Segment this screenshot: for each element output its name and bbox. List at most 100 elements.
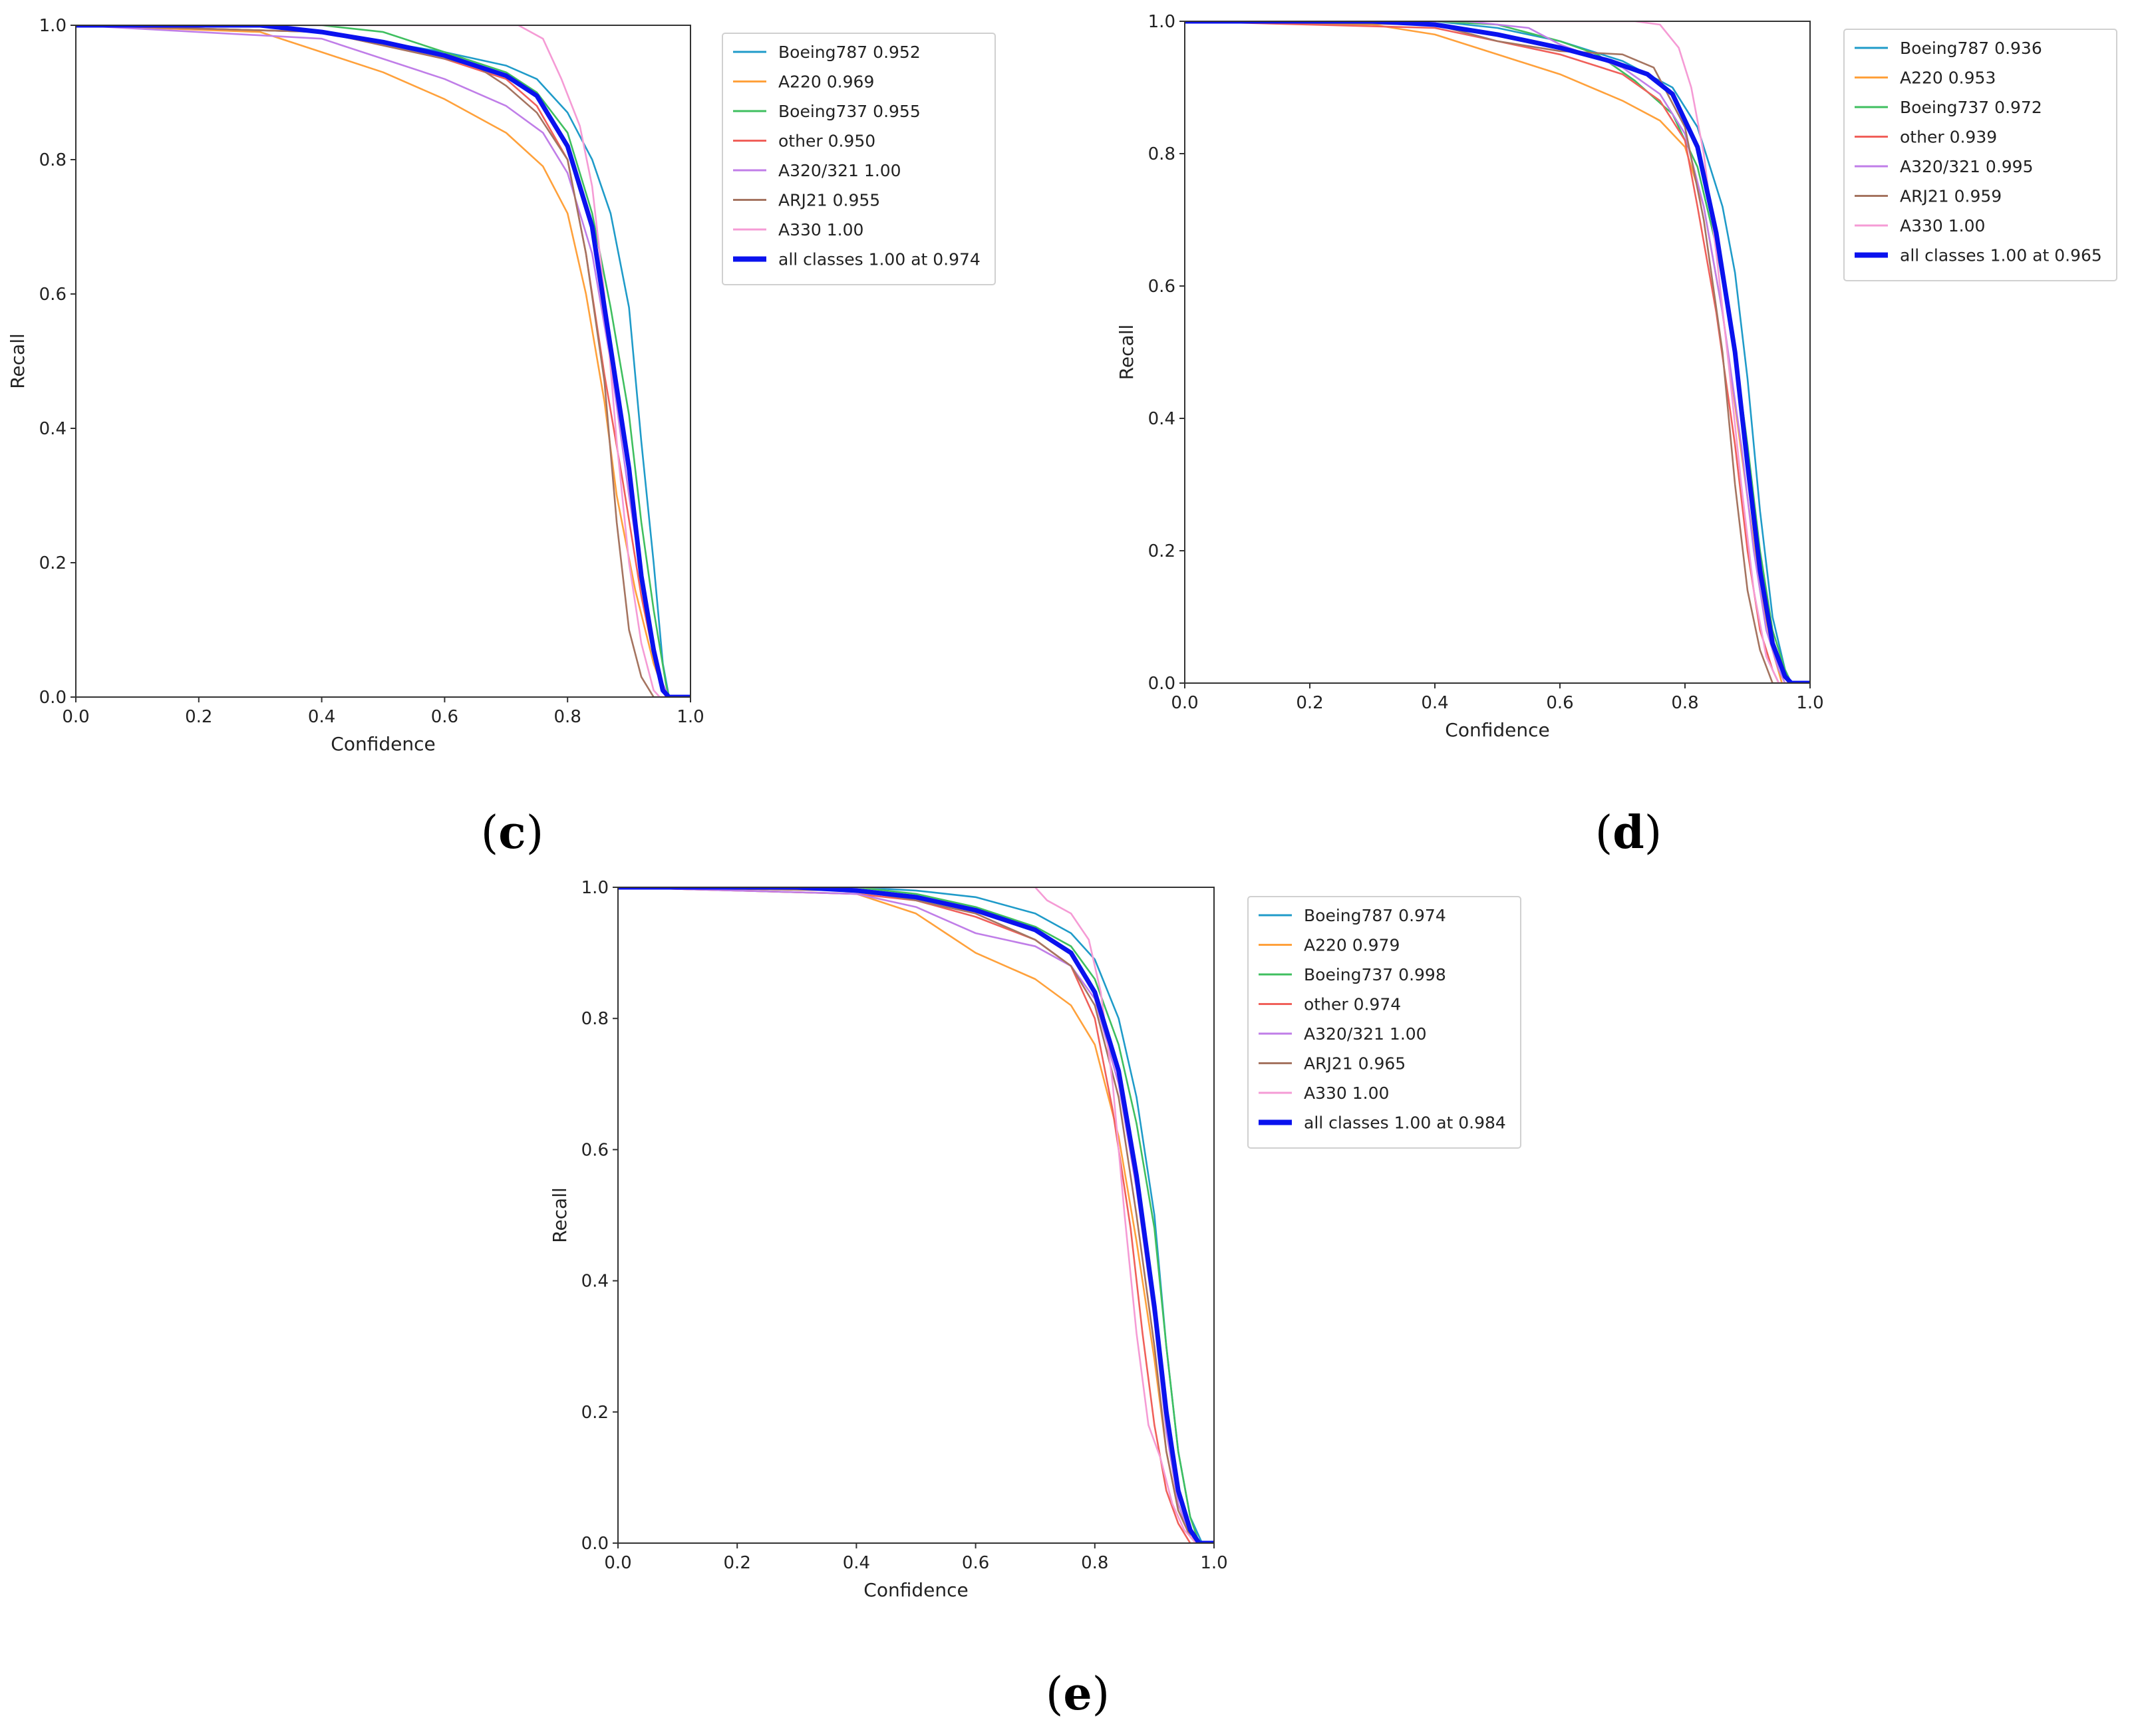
series-line-boeing737 — [76, 25, 690, 697]
legend: Boeing787 0.936 A220 0.953 Boeing737 0.972… — [1843, 29, 2117, 281]
legend-spacer — [1985, 246, 1990, 265]
plot-frame — [75, 25, 691, 698]
series-line-a330 — [618, 887, 1214, 1543]
legend-entry: all classes 1.00 at 0.984 — [1304, 1113, 1506, 1133]
series-line-all-classes — [618, 887, 1214, 1543]
legend-entry: other 0.950 — [778, 132, 875, 151]
legend: Boeing787 0.974 A220 0.979 Boeing737 0.998… — [1247, 896, 1521, 1149]
series-line-other — [1185, 21, 1810, 683]
legend-box — [1843, 29, 2117, 281]
panel-label-close-paren: ) — [526, 807, 544, 859]
series-line-a320-321 — [1185, 21, 1810, 683]
series-line-boeing737 — [1185, 21, 1810, 683]
legend-spacer — [1393, 906, 1398, 925]
legend-box — [722, 33, 996, 285]
panel-label-open-paren: ( — [1046, 1668, 1064, 1721]
legend-entry: ARJ21 0.959 — [1900, 187, 2002, 206]
series-line-arj21 — [76, 25, 690, 697]
legend-entry: all classes 1.00 at 0.974 — [778, 250, 981, 269]
series-line-other — [618, 887, 1214, 1543]
legend-entry: A320/321 1.00 — [1304, 1024, 1427, 1044]
y-tick-label: 0.4 — [581, 1272, 609, 1292]
legend-series-name: A320/321 — [1304, 1024, 1384, 1044]
legend-spacer — [1389, 1113, 1394, 1133]
y-tick-label: 0.6 — [581, 1140, 609, 1160]
x-tick-label: 1.0 — [1796, 693, 1823, 713]
x-tick-label: 0.4 — [308, 707, 335, 727]
panel-label-letter: d — [1612, 806, 1644, 859]
y-tick-label: 1.0 — [581, 878, 609, 898]
x-tick-label: 0.0 — [604, 1553, 631, 1573]
y-tick-label: 0.2 — [39, 553, 67, 573]
legend-spacer — [1989, 39, 1994, 58]
panel-label: (d) — [1595, 806, 1662, 859]
legend-box — [1247, 896, 1521, 1149]
legend-spacer — [867, 43, 873, 62]
y-tick-label: 1.0 — [1148, 12, 1175, 32]
panel-label: (e) — [1046, 1667, 1110, 1721]
x-tick-label: 0.8 — [1671, 693, 1698, 713]
legend-series-name: A220 — [778, 72, 822, 92]
legend-series-value: 1.00 — [1390, 1024, 1427, 1044]
legend-series-value: 0.979 — [1352, 936, 1400, 955]
series-line-arj21 — [1185, 21, 1810, 683]
legend-entry: A320/321 1.00 — [778, 161, 901, 180]
legend-series-name: ARJ21 — [778, 191, 828, 210]
legend-entry: all classes 1.00 at 0.965 — [1900, 246, 2102, 265]
series-line-all-classes — [76, 25, 690, 697]
legend-series-name: A220 — [1900, 69, 1943, 88]
panel-label-close-paren: ) — [1644, 807, 1662, 859]
legend-spacer — [1347, 1084, 1352, 1103]
legend-series-name: Boeing787 — [778, 43, 867, 62]
legend-entry: Boeing787 0.936 — [1900, 39, 2042, 58]
legend-spacer — [867, 102, 873, 121]
series-line-a220 — [76, 25, 690, 697]
legend-series-name: Boeing737 — [778, 102, 867, 121]
panel-label-letter: e — [1063, 1667, 1092, 1721]
legend-entry: other 0.974 — [1304, 995, 1401, 1014]
x-tick-label: 0.2 — [1296, 693, 1323, 713]
legend-series-value: 0.955 — [873, 102, 921, 121]
legend-series-name: ARJ21 — [1900, 187, 1949, 206]
y-tick-label: 0.0 — [1148, 674, 1175, 694]
panel-label-open-paren: ( — [481, 807, 499, 859]
legend-spacer — [859, 161, 864, 180]
legend-spacer — [863, 250, 869, 269]
legend-spacer — [828, 191, 833, 210]
legend-spacer — [1943, 69, 1948, 88]
legend-spacer — [822, 72, 827, 92]
plot-frame — [617, 887, 1215, 1544]
series-line-a220 — [1185, 21, 1810, 683]
y-tick-label: 0.2 — [1148, 541, 1175, 561]
legend-series-value: 0.950 — [828, 132, 876, 151]
x-tick-label: 0.6 — [1546, 693, 1573, 713]
y-axis-title: Recall — [549, 1187, 571, 1243]
legend-series-name: Boeing737 — [1304, 965, 1393, 984]
legend-entry: A220 0.953 — [1900, 69, 1996, 88]
series-line-a330 — [1185, 21, 1810, 683]
x-tick-label: 0.4 — [843, 1553, 870, 1573]
legend-entry: Boeing787 0.974 — [1304, 906, 1446, 925]
legend-series-name: other — [1304, 995, 1348, 1014]
chart-panel-e: 0.0 0.2 0.4 0.6 0.8 1.0 0.0 0.2 0.4 0.6 0.8 1.0 Conf… — [549, 878, 1521, 1721]
x-tick-label: 0.2 — [724, 1553, 751, 1573]
x-axis-title: Confidence — [863, 1579, 968, 1601]
legend-series-name: A330 — [1304, 1084, 1347, 1103]
legend-series-name: ARJ21 — [1304, 1054, 1353, 1074]
legend-entry: A330 1.00 — [778, 220, 863, 239]
y-axis-title: Recall — [7, 333, 29, 389]
legend-series-name: other — [1900, 128, 1944, 147]
legend-series-value: 0.936 — [1994, 39, 2042, 58]
series-line-boeing737 — [618, 887, 1214, 1543]
y-tick-label: 0.6 — [1148, 277, 1175, 297]
y-tick-label: 0.8 — [1148, 144, 1175, 164]
x-axis-title: Confidence — [331, 733, 435, 755]
legend-series-name: A330 — [1900, 216, 1943, 235]
legend-entry: A220 0.969 — [778, 72, 874, 92]
legend-series-name: all classes — [1304, 1113, 1389, 1133]
panel-label-close-paren: ) — [1092, 1668, 1110, 1721]
series-line-boeing787 — [1185, 21, 1810, 683]
legend: Boeing787 0.952 A220 0.969 Boeing737 0.955… — [722, 33, 996, 285]
legend-entry: Boeing787 0.952 — [778, 43, 921, 62]
x-tick-label: 0.0 — [1171, 693, 1198, 713]
